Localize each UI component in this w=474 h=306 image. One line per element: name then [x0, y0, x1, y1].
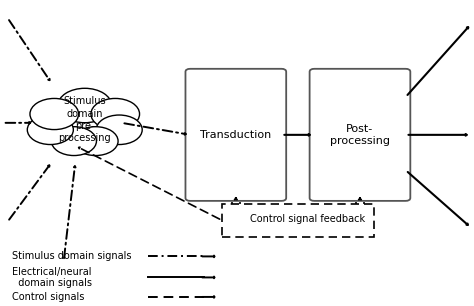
Circle shape [30, 99, 79, 129]
Text: Stimulus domain signals: Stimulus domain signals [12, 252, 132, 261]
Circle shape [91, 99, 139, 129]
Bar [222, 204, 374, 237]
FancyBboxPatch shape [185, 69, 286, 201]
Text: Control signals: Control signals [12, 292, 84, 302]
Circle shape [53, 102, 117, 143]
Text: Electrical/neural
  domain signals: Electrical/neural domain signals [12, 267, 92, 288]
Circle shape [73, 127, 118, 155]
Circle shape [51, 127, 96, 155]
Text: Post-
processing: Post- processing [330, 124, 390, 146]
Text: Transduction: Transduction [200, 130, 272, 140]
FancyBboxPatch shape [310, 69, 410, 201]
Circle shape [58, 88, 111, 123]
Circle shape [27, 115, 73, 144]
Text: Stimulus
domain
pre-
processing: Stimulus domain pre- processing [58, 96, 111, 144]
Text: Control signal feedback: Control signal feedback [250, 214, 365, 224]
Circle shape [96, 115, 142, 144]
